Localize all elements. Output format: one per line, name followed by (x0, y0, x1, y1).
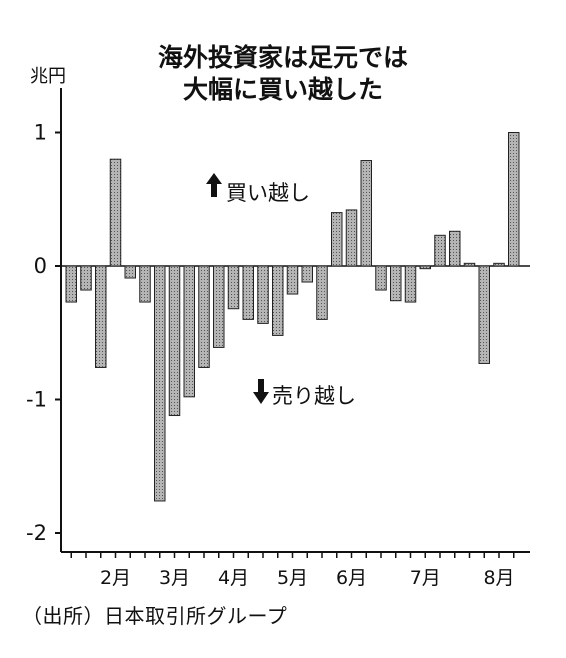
month-label: 4月 (218, 567, 249, 589)
bar (139, 265, 151, 303)
chart-title-line-1: 海外投資家は足元では (158, 43, 408, 72)
bar (198, 265, 210, 368)
bar (463, 262, 476, 267)
y-tick-label: 0 (34, 254, 47, 278)
bar (449, 230, 461, 267)
month-label: 7月 (410, 567, 441, 589)
x-ticks (70, 552, 515, 558)
bar (154, 265, 166, 502)
month-label: 5月 (277, 567, 308, 589)
bar (419, 265, 431, 270)
y-tick-label: -2 (26, 521, 47, 545)
bar (345, 209, 358, 267)
chart-title-line-2: 大幅に買い越した (183, 75, 383, 104)
bar (478, 265, 490, 364)
bar (493, 262, 505, 267)
month-label: 3月 (159, 567, 190, 589)
down-arrow-icon (253, 379, 269, 404)
bar (227, 265, 240, 310)
bar (124, 265, 136, 279)
bar (183, 265, 195, 398)
month-labels: 2月 3月 4月 5月 6月 7月 8月 (100, 567, 515, 589)
bar (434, 234, 446, 267)
bar (404, 265, 417, 303)
bar (390, 265, 402, 302)
bar (109, 158, 122, 267)
y-axis-unit: 兆円 (30, 66, 66, 87)
bar (286, 265, 299, 295)
bar (80, 265, 92, 291)
bar (95, 265, 107, 368)
sell-label: 売り越し (272, 384, 356, 408)
bar (213, 265, 225, 348)
source-note: （出所）日本取引所グループ (22, 604, 288, 628)
bar (257, 265, 269, 324)
buy-label: 買い越し (226, 181, 310, 205)
month-label: 8月 (483, 567, 514, 589)
bar (360, 160, 372, 267)
y-tick-label: 1 (34, 121, 47, 145)
bar (301, 265, 313, 283)
bar (168, 265, 181, 417)
y-tick-label: -1 (26, 388, 47, 412)
bar (316, 265, 328, 320)
y-ticks: 1 0 -1 -2 (26, 121, 61, 545)
bar (272, 265, 284, 336)
bar (508, 132, 520, 267)
sell-annotation: 売り越し (253, 379, 356, 408)
bar (331, 212, 343, 267)
bars (65, 132, 520, 502)
bar (65, 265, 77, 303)
month-label: 6月 (336, 567, 367, 589)
month-label: 2月 (100, 567, 131, 589)
bar (375, 265, 387, 291)
buy-annotation: 買い越し (206, 173, 310, 205)
bar (242, 265, 254, 320)
up-arrow-icon (206, 173, 222, 197)
